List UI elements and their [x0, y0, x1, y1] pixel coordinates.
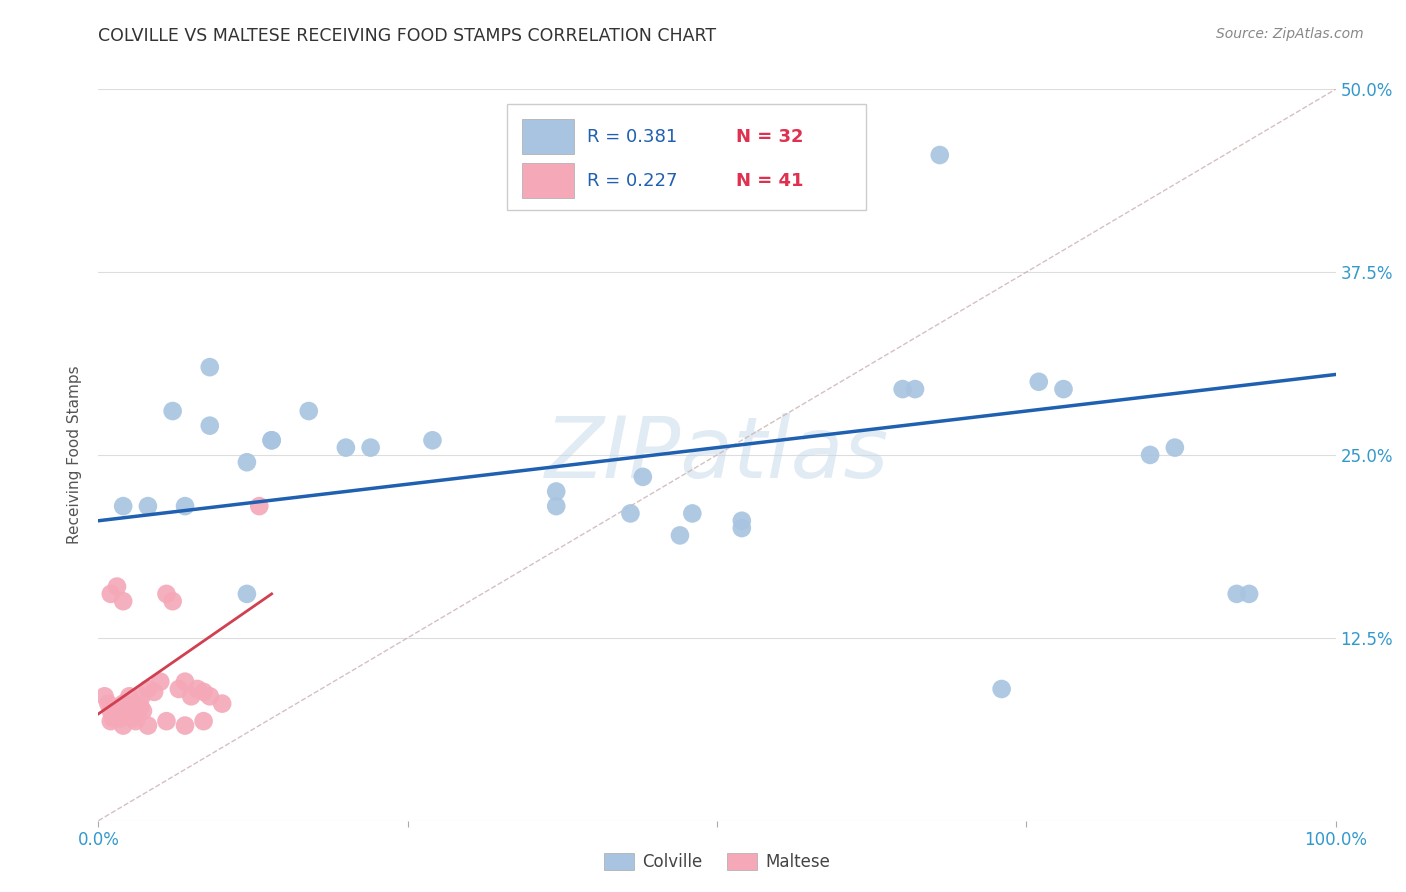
Point [186, 681, 208, 696]
Point [260, 434, 283, 448]
Point [136, 718, 159, 732]
Point [360, 441, 382, 455]
Point [136, 499, 159, 513]
Point [180, 690, 202, 704]
Point [117, 704, 139, 718]
Text: N = 41: N = 41 [735, 171, 803, 190]
Point [93, 690, 115, 704]
Point [211, 697, 233, 711]
Point [105, 704, 128, 718]
Point [136, 681, 159, 696]
Point [891, 382, 914, 396]
Point [1237, 587, 1260, 601]
Point [124, 704, 146, 718]
Point [174, 499, 197, 513]
Point [112, 499, 135, 513]
Point [731, 521, 754, 535]
Point [131, 690, 153, 704]
Point [236, 455, 259, 469]
Point [122, 711, 145, 725]
Point [149, 674, 172, 689]
Point [546, 499, 568, 513]
Point [97, 697, 120, 711]
Point [335, 441, 357, 455]
Point [198, 690, 221, 704]
Text: R = 0.381: R = 0.381 [588, 128, 678, 145]
Point [124, 714, 146, 728]
Point [990, 681, 1012, 696]
Point [247, 499, 270, 513]
Point [1052, 382, 1074, 396]
Point [167, 681, 190, 696]
Point [174, 718, 197, 732]
Point [110, 711, 132, 725]
Point [120, 708, 142, 723]
Point [1164, 441, 1187, 455]
Point [118, 690, 141, 704]
Point [198, 418, 221, 433]
Point [669, 528, 692, 542]
Point [1028, 375, 1050, 389]
Point [298, 404, 321, 418]
Point [103, 711, 125, 725]
Text: COLVILLE VS MALTESE RECEIVING FOOD STAMPS CORRELATION CHART: COLVILLE VS MALTESE RECEIVING FOOD STAMP… [98, 27, 717, 45]
FancyBboxPatch shape [522, 120, 574, 154]
Point [681, 507, 703, 521]
Point [619, 507, 641, 521]
Point [132, 704, 155, 718]
Point [174, 674, 197, 689]
Point [198, 360, 221, 375]
Point [546, 484, 568, 499]
Point [631, 470, 654, 484]
Point [112, 697, 135, 711]
Point [928, 148, 950, 162]
Point [100, 714, 122, 728]
FancyBboxPatch shape [522, 163, 574, 198]
FancyBboxPatch shape [506, 103, 866, 210]
Point [100, 704, 122, 718]
Point [162, 594, 184, 608]
Text: Source: ZipAtlas.com: Source: ZipAtlas.com [1216, 27, 1364, 41]
Legend: Colville, Maltese: Colville, Maltese [598, 847, 837, 878]
Point [124, 697, 146, 711]
Point [1226, 587, 1249, 601]
Point [100, 587, 122, 601]
Point [193, 685, 215, 699]
Point [193, 714, 215, 728]
Text: ZIPatlas: ZIPatlas [546, 413, 889, 497]
Text: R = 0.227: R = 0.227 [588, 171, 678, 190]
Point [127, 708, 149, 723]
Point [422, 434, 444, 448]
Point [143, 685, 166, 699]
Point [112, 718, 135, 732]
Point [260, 434, 283, 448]
Point [155, 587, 177, 601]
Point [129, 699, 152, 714]
Point [155, 714, 177, 728]
Point [105, 580, 128, 594]
Point [112, 594, 135, 608]
Point [731, 514, 754, 528]
Y-axis label: Receiving Food Stamps: Receiving Food Stamps [67, 366, 83, 544]
Point [162, 404, 184, 418]
Point [1139, 448, 1161, 462]
Point [904, 382, 927, 396]
Point [236, 587, 259, 601]
Point [114, 699, 136, 714]
Text: N = 32: N = 32 [735, 128, 803, 145]
